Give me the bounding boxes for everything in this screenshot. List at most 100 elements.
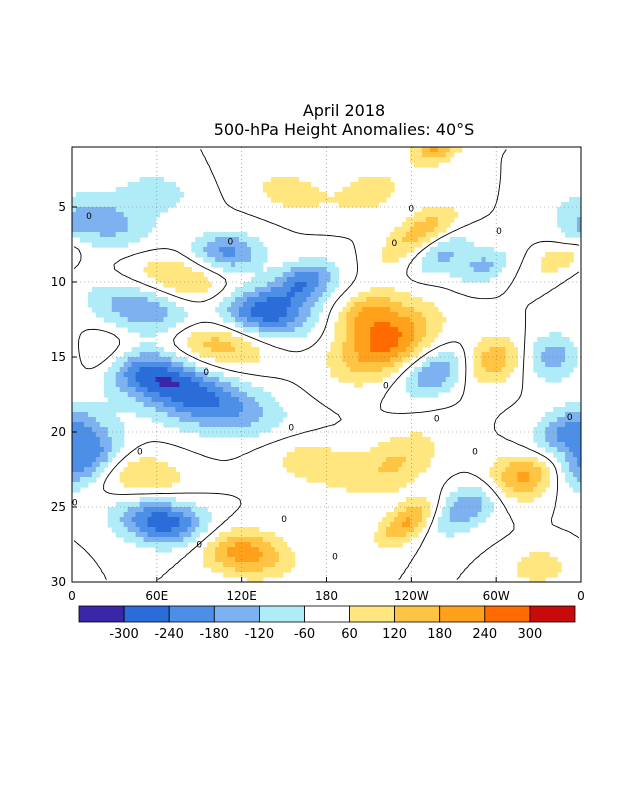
anomaly-cell [394, 462, 399, 468]
anomaly-cell [469, 242, 475, 248]
anomaly-cell [338, 482, 344, 488]
anomaly-cell [103, 377, 109, 383]
anomaly-cell [553, 377, 558, 383]
anomaly-cell [350, 202, 355, 208]
anomaly-cell [318, 267, 324, 273]
anomaly-cell [493, 467, 499, 473]
anomaly-cell [175, 277, 180, 283]
anomaly-cell [282, 297, 288, 303]
anomaly-cell [151, 262, 157, 268]
anomaly-cell [111, 427, 117, 433]
anomaly-cell [362, 307, 367, 313]
anomaly-cell [473, 367, 479, 373]
anomaly-cell [75, 472, 81, 478]
anomaly-cell [235, 567, 240, 573]
anomaly-cell [246, 397, 252, 403]
anomaly-cell [537, 472, 542, 478]
anomaly-cell [465, 527, 471, 533]
anomaly-cell [565, 357, 570, 363]
anomaly-cell [107, 317, 113, 323]
anomaly-cell [155, 497, 161, 503]
y-tick-label: 20 [51, 425, 66, 439]
anomaly-cell [167, 307, 173, 313]
anomaly-cell [334, 282, 340, 288]
anomaly-cell [258, 287, 264, 293]
anomaly-cell [107, 397, 113, 403]
anomaly-cell [254, 312, 260, 318]
anomaly-cell [155, 312, 161, 318]
anomaly-cell [390, 307, 395, 313]
anomaly-cell [266, 407, 272, 413]
anomaly-cell [338, 352, 344, 358]
anomaly-cell [250, 247, 256, 253]
zero-contour-line [73, 149, 580, 580]
anomaly-cell [163, 422, 169, 428]
anomaly-cell [123, 307, 129, 313]
anomaly-cell [390, 287, 395, 293]
anomaly-cell [417, 442, 423, 448]
anomaly-cell [473, 512, 479, 518]
anomaly-cell [465, 277, 471, 283]
anomaly-cell [557, 442, 562, 448]
anomaly-cell [246, 402, 252, 408]
anomaly-cell [175, 362, 180, 368]
anomaly-cell [394, 307, 399, 313]
anomaly-cell [242, 562, 248, 568]
anomaly-cell [143, 232, 149, 238]
contour-label: 0 [408, 205, 414, 215]
anomaly-cell [286, 302, 292, 308]
anomaly-cell [203, 397, 208, 403]
anomaly-cell [386, 367, 391, 373]
anomaly-cell [231, 432, 236, 438]
anomaly-cell [398, 447, 403, 453]
anomaly-cell [143, 367, 149, 373]
anomaly-cell [167, 507, 173, 513]
anomaly-cell [386, 257, 391, 263]
anomaly-cell [107, 292, 113, 298]
anomaly-cell [370, 457, 375, 463]
anomaly-cell [302, 462, 308, 468]
anomaly-cell [298, 447, 304, 453]
anomaly-cell [410, 352, 415, 358]
anomaly-cell [350, 312, 355, 318]
anomaly-cell [167, 372, 173, 378]
anomaly-cell [441, 382, 447, 388]
anomaly-cell [453, 522, 459, 528]
anomaly-cell [246, 252, 252, 258]
anomaly-cell [87, 447, 93, 453]
anomaly-cell [425, 507, 431, 513]
anomaly-cell [342, 467, 347, 473]
anomaly-cell [406, 382, 411, 388]
anomaly-cell [330, 282, 336, 288]
anomaly-cell [505, 352, 511, 358]
anomaly-cell [545, 432, 550, 438]
anomaly-cell [123, 522, 129, 528]
anomaly-cell [425, 437, 431, 443]
anomaly-cell [167, 262, 173, 268]
anomaly-cell [417, 337, 423, 343]
anomaly-cell [91, 302, 97, 308]
anomaly-cell [410, 527, 415, 533]
anomaly-cell [306, 462, 312, 468]
anomaly-cell [187, 382, 192, 388]
anomaly-cell [119, 297, 125, 303]
anomaly-cell [406, 387, 411, 393]
anomaly-cell [413, 302, 419, 308]
anomaly-cell [573, 222, 578, 228]
anomaly-cell [239, 267, 244, 273]
anomaly-cell [147, 312, 153, 318]
anomaly-cell [429, 337, 435, 343]
anomaly-cell [235, 387, 240, 393]
anomaly-cell [561, 202, 566, 208]
anomaly-cell [346, 472, 351, 478]
anomaly-cell [362, 357, 367, 363]
anomaly-cell [386, 297, 391, 303]
anomaly-cell [342, 372, 347, 378]
anomaly-cell [362, 372, 367, 378]
anomaly-cell [573, 427, 578, 433]
anomaly-cell [258, 327, 264, 333]
anomaly-cell [362, 452, 367, 458]
anomaly-cell [374, 187, 379, 193]
anomaly-cell [274, 402, 280, 408]
anomaly-cell [231, 307, 236, 313]
